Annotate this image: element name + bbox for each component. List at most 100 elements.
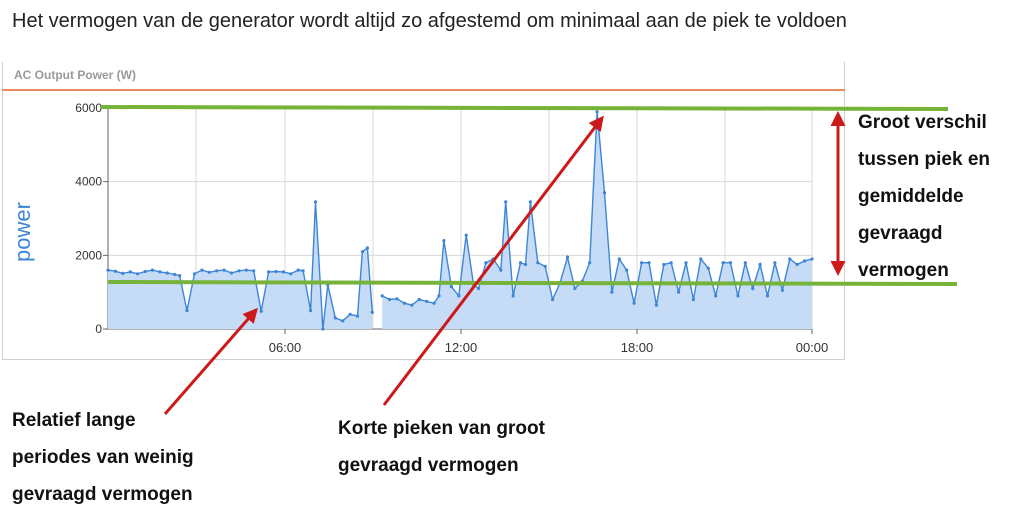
data-point (499, 268, 503, 272)
data-point (788, 257, 792, 261)
data-point (588, 261, 592, 265)
data-point (602, 191, 607, 195)
data-point (165, 271, 169, 275)
callout-line: tussen piek en (858, 149, 990, 170)
data-point (185, 309, 189, 313)
data-point (215, 269, 219, 273)
data-point (595, 110, 599, 114)
x-tick-label: 18:00 (621, 340, 654, 355)
data-point (662, 262, 666, 267)
y-tick-label: 4000 (75, 175, 102, 189)
peaks-arrow (382, 115, 604, 406)
data-point (252, 269, 256, 273)
data-point (121, 271, 125, 275)
data-point (691, 297, 696, 302)
y-tick-label: 6000 (75, 101, 102, 115)
data-point (457, 294, 461, 298)
data-point (274, 269, 278, 274)
data-point (728, 261, 733, 265)
data-point (289, 272, 293, 276)
data-point (543, 264, 547, 268)
data-point (432, 301, 436, 305)
callout-line: gevraagd vermogen (338, 455, 519, 476)
callout-line: Groot verschil (858, 112, 987, 133)
data-point (617, 257, 621, 261)
data-point (437, 294, 441, 298)
data-point (736, 294, 740, 298)
data-point (313, 200, 318, 204)
data-point (669, 261, 673, 265)
low-periods-arrow (163, 307, 258, 415)
data-point (113, 269, 117, 273)
data-point (803, 259, 807, 263)
data-point (464, 233, 468, 237)
data-point (380, 294, 384, 298)
data-point (192, 272, 197, 276)
data-point (355, 314, 360, 318)
series-area (108, 201, 373, 329)
data-point (150, 268, 155, 272)
data-point (348, 312, 352, 316)
data-point (237, 269, 241, 273)
x-tick-label: 00:00 (796, 340, 829, 355)
data-point (341, 319, 345, 323)
data-point (259, 309, 263, 313)
callout-line: gevraagd (858, 223, 943, 244)
data-point (360, 250, 364, 254)
data-point (743, 261, 747, 265)
data-point (370, 310, 374, 314)
data-point (178, 274, 182, 278)
data-point (810, 257, 814, 261)
data-point (706, 266, 710, 270)
data-point (773, 261, 777, 265)
callout-line: vermogen (858, 260, 949, 281)
data-point (518, 261, 523, 265)
data-point (365, 246, 369, 250)
data-point (484, 261, 488, 265)
y-axis-label: power (10, 202, 35, 262)
chart-title-rule (2, 89, 845, 91)
data-point (677, 290, 681, 294)
data-point (425, 299, 429, 303)
data-point (449, 285, 453, 289)
data-point (610, 290, 614, 294)
data-point (333, 316, 337, 320)
data-point (229, 271, 234, 275)
data-point (388, 297, 392, 302)
y-tick-label: 2000 (75, 248, 102, 262)
data-point (281, 270, 285, 274)
data-point (222, 268, 226, 272)
data-point (417, 297, 421, 302)
data-point (647, 261, 651, 265)
callout-line: gemiddelde (858, 186, 964, 207)
data-point (106, 268, 110, 272)
data-point (699, 257, 703, 261)
data-point (402, 301, 406, 305)
data-point (395, 297, 399, 301)
data-point (654, 303, 659, 307)
data-point (536, 261, 540, 265)
data-point (143, 269, 147, 274)
data-point (795, 262, 799, 267)
x-tick-label: 12:00 (445, 340, 478, 355)
data-point (442, 239, 446, 243)
callout-line: periodes van weinig (12, 447, 194, 468)
callout-line: Korte pieken van groot (338, 418, 545, 439)
callout-difference: Groot verschil tussen piek en gemiddelde… (858, 104, 990, 289)
data-point (721, 261, 725, 265)
data-point (714, 294, 718, 298)
data-point (200, 268, 204, 272)
data-point (207, 270, 211, 274)
data-point (301, 269, 305, 273)
data-point (296, 268, 300, 272)
data-point (625, 268, 629, 272)
peak-reference-line (100, 105, 949, 111)
data-point (684, 261, 688, 265)
data-point (244, 268, 248, 272)
data-point (751, 286, 755, 291)
data-point (158, 270, 162, 274)
data-point (780, 288, 785, 292)
series-area (382, 111, 812, 329)
data-point (640, 261, 644, 265)
